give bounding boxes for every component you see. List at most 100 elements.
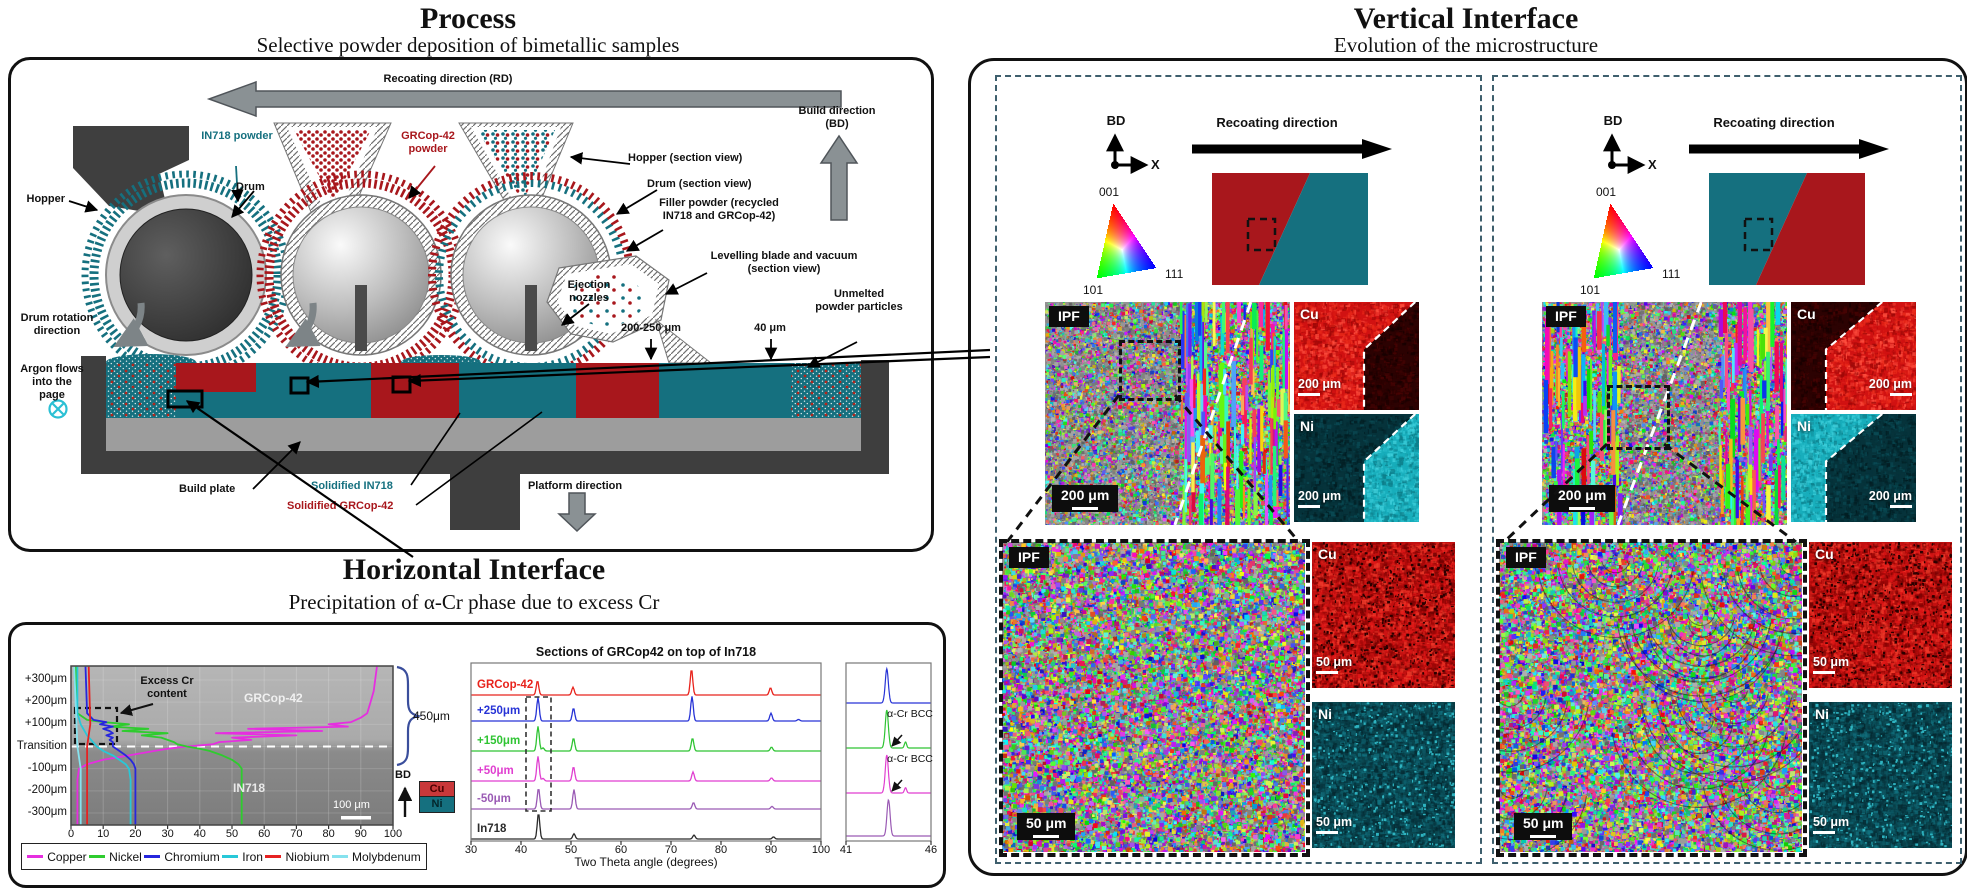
vertical-title: Vertical Interface [1166,2,1766,36]
eds-bd-label: BD [395,769,411,782]
chart-label: 90 [759,844,783,857]
chart-label: -200μm [13,784,67,798]
legend-entry: Molybdenum [332,850,421,864]
in718-powder-label: IN718 powder [201,130,273,143]
process-schematic [11,60,931,549]
bracket-label: 450μm [413,709,450,723]
alpha-cr-label-2: α-Cr BCC [885,754,935,766]
hopper-section-label: Hopper (section view) [628,152,778,165]
vertical-panel-1: BD X 001 101 111 Recoating direction IPF… [995,75,1482,864]
scale-50um: 50 μm [1514,813,1572,840]
drum-section-label: Drum (section view) [647,178,787,191]
alpha-cr-label-1: α-Cr BCC [885,709,935,721]
chart-label: 41 [834,844,858,857]
grcop-region-label: GRCop-42 [244,691,303,705]
xrd-title: Sections of GRCop42 on top of In718 [471,645,821,660]
chart-label: 90 [349,828,373,841]
drum-rotation-label: Drum rotation direction [19,312,95,338]
horizontal-subtitle: Precipitation of α-Cr phase due to exces… [174,590,774,615]
powder-size-label: 40 μm [740,322,800,335]
grcop-powder-label: GRCop-42 powder [385,130,471,156]
chart-label: 100 [809,844,833,857]
legend-entry: Niobium [265,850,329,864]
chart-label: 30 [459,844,483,857]
legend-entry: Chromium [144,850,219,864]
ejection-nozzle-slot [525,285,537,351]
figure-page: { "process": { "title": "Process", "subt… [0,0,1967,886]
chart-label: 70 [284,828,308,841]
platform-direction-arrow [559,493,595,531]
cu-zoom-scale: 50 μm [1316,655,1352,674]
process-title: Process [168,2,768,36]
build-direction-label: Build direction (BD) [789,105,885,131]
excess-cr-label: Excess Cr content [123,675,211,701]
solidified-grcop-label: Solidified GRCop-42 [287,500,427,513]
vertical-panel-2: BD X 001 101 111 Recoating direction IPF… [1492,75,1962,864]
chart-label: 80 [317,828,341,841]
zoom-map-border [1496,539,1807,857]
chart-label: 10 [91,828,115,841]
cu-zoom-tag: Cu [1318,546,1337,562]
argon-label: Argon flows into the page [19,363,85,402]
solidified-in718-label: Solidified IN718 [311,480,431,493]
ni-zoom-tag: Ni [1815,706,1829,722]
chart-label: GRCop-42 [477,679,533,693]
chart-label: 100 [381,828,405,841]
chart-label: +300μm [13,673,67,687]
chart-label: Transition [13,740,67,754]
in718-region-label: IN718 [233,781,265,795]
eds-legend: Copper Nickel Chromium Iron Niobium Molybdenu… [21,843,427,870]
vertical-section: Vertical Interface Evolution of the micr… [965,0,1967,886]
ni-legend-cell: Ni [419,796,455,813]
chart-label: +150μm [477,735,520,749]
process-subtitle: Selective powder deposition of bimetalli… [168,33,768,58]
chart-label: -300μm [13,806,67,820]
unmelted-label: Unmelted powder particles [815,288,903,314]
ipf-zoom-tag: IPF [1506,547,1546,568]
chart-label: 0 [59,828,83,841]
cu-zoom-scale: 50 μm [1813,655,1849,674]
chart-label: 70 [659,844,683,857]
legend-entry: Nickel [89,850,142,864]
horizontal-interface-box: Excess Cr content GRCop-42 IN718 100 μm … [8,622,946,888]
recoating-label: Recoating direction (RD) [298,73,598,86]
vertical-subtitle: Evolution of the microstructure [1166,33,1766,58]
chart-label: -50μm [477,793,511,807]
drum-label: Drum [236,181,280,194]
chart-label: 50 [559,844,583,857]
chart-label: 40 [188,828,212,841]
scale-50um: 50 μm [1017,813,1075,840]
chart-label: 60 [609,844,633,857]
chart-label: 46 [919,844,943,857]
process-diagram-box: Recoating direction (RD) Hopper Drum IN7… [8,57,934,552]
chart-label: 60 [252,828,276,841]
hopper-label: Hopper [19,193,65,206]
ni-zoom-tag: Ni [1318,706,1332,722]
build-plate-label: Build plate [179,483,259,496]
chart-label: +100μm [13,717,67,731]
chart-label: +50μm [477,765,514,779]
ejection-nozzles-label: Ejection nozzles [551,279,627,305]
filler-powder-label: Filler powder (recycled IN718 and GRCop-… [653,197,785,223]
chart-label: In718 [477,823,506,837]
chart-label: -100μm [13,762,67,776]
legend-entry: Copper [27,850,86,864]
eds-scalebar-label: 100 μm [333,799,370,812]
platform-pedestal [450,474,520,530]
layer-thickness-label: 200-250 μm [610,322,692,335]
ipf-zoom-tag: IPF [1009,547,1049,568]
chart-label: 40 [509,844,533,857]
chart-label: +200μm [13,695,67,709]
horizontal-title: Horizontal Interface [174,553,774,587]
chart-label: +250μm [477,705,520,719]
chart-label: 50 [220,828,244,841]
recoating-arrow [209,82,841,116]
ni-zoom-scale: 50 μm [1316,815,1352,834]
chart-label: 30 [156,828,180,841]
zoom-map-border [999,539,1310,857]
chart-label: 80 [709,844,733,857]
ni-zoom-scale: 50 μm [1813,815,1849,834]
chart-label: 20 [123,828,147,841]
argon-into-page-icon [50,401,67,418]
build-direction-arrow [821,136,857,220]
